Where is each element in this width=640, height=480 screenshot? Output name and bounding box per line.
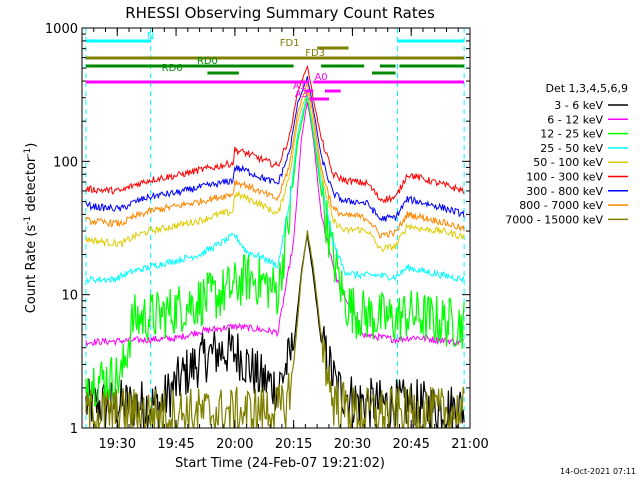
x-tick-label-1: 19:45 xyxy=(157,437,194,452)
legend-label-2: 12 - 25 keV xyxy=(540,128,603,141)
x-tick-label-3: 20:15 xyxy=(275,437,312,452)
chart-title: RHESSI Observing Summary Count Rates xyxy=(125,4,435,22)
flag-label-5: A0 xyxy=(314,72,327,83)
y-axis-label-prefix: Count Rate (s xyxy=(24,225,39,314)
plot-frame xyxy=(81,27,471,429)
series-layer xyxy=(85,64,465,428)
flag-label-4: RD6 xyxy=(162,63,183,74)
legend-title: Det 1,3,4,5,6,9 xyxy=(545,82,628,95)
x-tick-label-5: 20:45 xyxy=(392,437,429,452)
series-line-2 xyxy=(85,95,465,407)
x-tick-label-6: 21:00 xyxy=(451,437,488,452)
y-axis-label-exponent: -1 xyxy=(23,148,33,157)
series-line-6 xyxy=(85,76,465,222)
series-line-4 xyxy=(85,89,465,253)
series-line-7 xyxy=(85,82,465,239)
y-axis-label-end: ) xyxy=(24,143,39,148)
flag-label-0: N xyxy=(147,31,154,42)
legend-label-8: 7000 - 15000 keV xyxy=(505,213,603,226)
x-axis-label: Start Time (24-Feb-07 19:21:02) xyxy=(175,456,385,471)
legend-label-1: 6 - 12 keV xyxy=(547,113,603,126)
series-line-5 xyxy=(85,64,465,204)
y-tick-label-0: 1 xyxy=(70,422,78,437)
night-boundary-lines xyxy=(85,28,465,428)
legend-label-5: 100 - 300 keV xyxy=(526,171,603,184)
series-line-1 xyxy=(85,101,465,347)
y-axis-label-suffix: detector xyxy=(24,156,39,216)
y-axis-label: Count Rate (s-1 detector-1) xyxy=(23,143,39,314)
y-axis: 1 10 100 1000 xyxy=(45,22,470,437)
x-tick-label-2: 20:00 xyxy=(216,437,253,452)
flag-label-3: RD0 xyxy=(197,56,218,67)
y-tick-label-1: 10 xyxy=(61,289,78,304)
legend-label-4: 50 - 100 keV xyxy=(533,156,603,169)
flag-label-6: A1 xyxy=(293,81,306,92)
series-line-3 xyxy=(85,93,465,285)
series-line-8 xyxy=(85,230,465,428)
x-axis: 19:30 19:45 20:00 20:15 20:30 20:45 21:00 xyxy=(81,28,489,452)
legend-label-0: 3 - 6 keV xyxy=(554,99,603,112)
timestamp: 14-Oct-2021 07:11 xyxy=(560,467,636,476)
legend-label-3: 25 - 50 keV xyxy=(540,142,603,155)
y-axis-label-superscript: -1 xyxy=(23,216,33,225)
flag-label-1: FD1 xyxy=(280,38,300,49)
legend-label-6: 300 - 800 keV xyxy=(526,185,603,198)
legend-label-7: 800 - 7000 keV xyxy=(519,199,603,212)
x-tick-label-0: 19:30 xyxy=(99,437,136,452)
flag-label-7: A3 xyxy=(295,89,308,100)
y-tick-label-3: 1000 xyxy=(45,22,78,37)
flag-label-2: FD3 xyxy=(305,48,325,59)
x-tick-label-4: 20:30 xyxy=(334,437,371,452)
y-tick-label-2: 100 xyxy=(53,155,78,170)
